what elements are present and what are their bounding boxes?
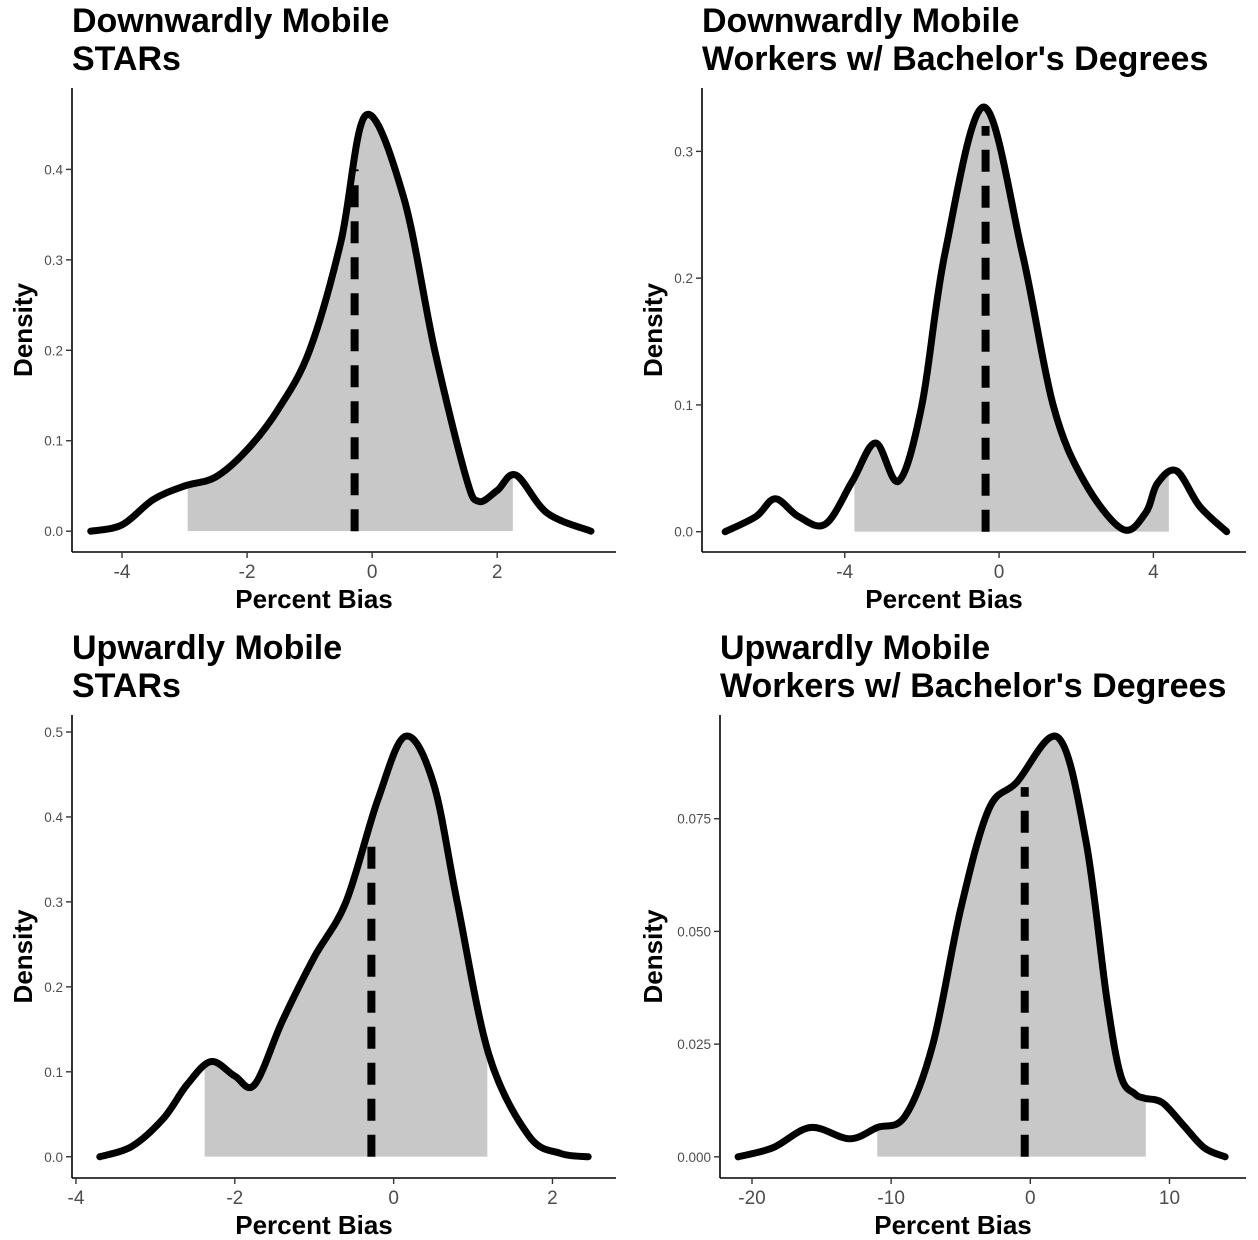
density-curve xyxy=(734,732,1229,1161)
panel-title-line: Upwardly Mobile xyxy=(72,629,342,667)
density-curve xyxy=(721,103,1231,536)
x-tick-label: 0 xyxy=(367,562,378,583)
y-tick-label: 0.025 xyxy=(677,1037,711,1052)
y-tick-label: 0.3 xyxy=(674,144,693,159)
y-tick-label: 0.3 xyxy=(44,253,63,268)
y-tick-label: 0.2 xyxy=(44,980,63,995)
x-tick-label: -2 xyxy=(226,1188,243,1209)
y-tick-label: 0.2 xyxy=(44,343,63,358)
density-curve xyxy=(87,110,595,535)
x-tick-label: 0 xyxy=(1025,1188,1036,1209)
y-tick-label: 0.2 xyxy=(674,271,693,286)
panel-title-line: Workers w/ Bachelor's Degrees xyxy=(702,40,1208,78)
y-axis-title: Density xyxy=(8,909,38,1003)
y-axis-title: Density xyxy=(8,283,38,377)
y-tick-label: 0.1 xyxy=(674,398,693,413)
y-tick-label: 0.3 xyxy=(44,895,63,910)
x-axis-title: Percent Bias xyxy=(235,584,393,614)
y-tick-label: 0.050 xyxy=(677,924,711,939)
shaded-interval xyxy=(854,107,1169,532)
panel-title-line: Downwardly Mobile xyxy=(72,2,389,40)
x-tick-label: 0 xyxy=(994,562,1005,583)
x-axis-title: Percent Bias xyxy=(874,1210,1032,1240)
y-tick-label: 0.4 xyxy=(44,810,63,825)
panel-title-line: STARs xyxy=(72,40,181,78)
x-tick-label: -4 xyxy=(836,562,853,583)
x-tick-label: -4 xyxy=(68,1188,85,1209)
y-tick-label: 0.1 xyxy=(44,434,63,449)
y-tick-label: 0.5 xyxy=(44,725,63,740)
panel-title-line: Workers w/ Bachelor's Degrees xyxy=(720,667,1226,705)
x-tick-label: 2 xyxy=(492,562,503,583)
y-tick-label: 0.4 xyxy=(44,162,63,177)
x-tick-label: 0 xyxy=(388,1188,399,1209)
x-tick-label: -2 xyxy=(239,562,256,583)
x-axis-title: Percent Bias xyxy=(235,1210,393,1240)
panel-title-line: STARs xyxy=(72,667,181,705)
panel-title-line: Upwardly Mobile xyxy=(720,629,990,667)
x-axis-title: Percent Bias xyxy=(865,584,1023,614)
x-tick-label: 2 xyxy=(547,1188,558,1209)
x-tick-label: -10 xyxy=(877,1188,904,1209)
y-tick-label: 0.000 xyxy=(677,1150,711,1165)
x-tick-label: -4 xyxy=(114,562,131,583)
x-tick-label: 10 xyxy=(1159,1188,1180,1209)
y-axis-title: Density xyxy=(638,909,668,1003)
y-tick-label: 0.0 xyxy=(44,1150,63,1165)
y-axis-title: Density xyxy=(638,283,668,377)
x-tick-label: -20 xyxy=(738,1188,765,1209)
density-curve xyxy=(96,732,592,1161)
y-tick-label: 0.0 xyxy=(674,525,693,540)
y-tick-label: 0.0 xyxy=(44,524,63,539)
y-tick-label: 0.1 xyxy=(44,1065,63,1080)
x-tick-label: 4 xyxy=(1148,562,1159,583)
panel-title-line: Downwardly Mobile xyxy=(702,2,1019,40)
y-tick-label: 0.075 xyxy=(677,812,711,827)
